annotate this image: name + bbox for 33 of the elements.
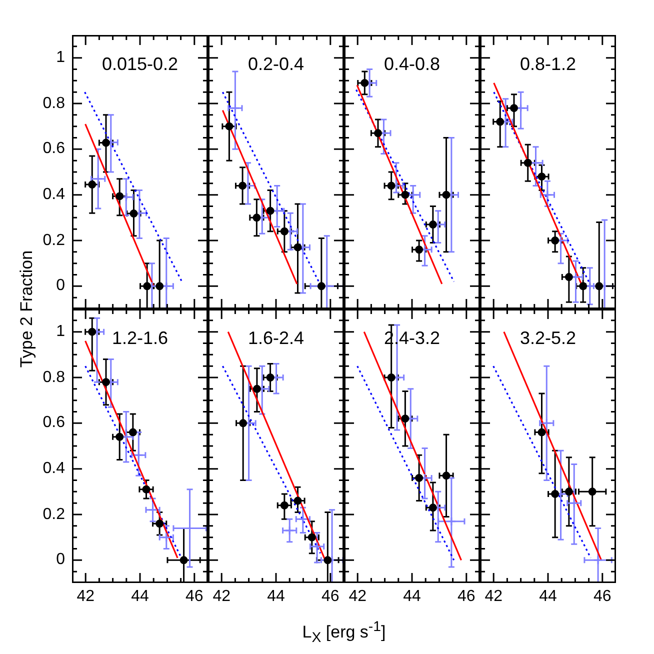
x-tick-label: 44 <box>131 588 149 606</box>
x-tick-label: 42 <box>212 588 230 606</box>
y-tick-label: 1 <box>56 48 65 67</box>
text: 1.6-2.4 <box>248 328 304 348</box>
text: 1.2-1.6 <box>112 328 168 348</box>
x-tick-label: 44 <box>267 588 285 606</box>
x-tick-label: 42 <box>76 588 94 606</box>
y-tick-label: 0.8 <box>42 94 65 112</box>
y-tick-label: 0 <box>56 277 65 296</box>
x-tick-label: 46 <box>185 588 204 606</box>
text: 3.2-5.2 <box>520 328 576 348</box>
y-tick-label: 0.8 <box>42 368 65 386</box>
y-tick-label: 0 <box>56 551 65 570</box>
x-axis-title: L$_{X}$ [erg s$^{-1}$] <box>302 619 386 646</box>
x-tick-label: 46 <box>593 588 612 606</box>
x-tick-label: 46 <box>321 588 340 606</box>
x-tick-label: 42 <box>484 588 502 606</box>
y-tick-label: 0.6 <box>42 140 65 158</box>
x-tick-label: 44 <box>539 588 557 606</box>
x-tick-label: 46 <box>457 588 476 606</box>
y-tick-label: 0.6 <box>42 414 65 432</box>
y-tick-label: 0.2 <box>42 506 65 524</box>
y-tick-label: 0.4 <box>42 186 65 204</box>
text: 0.8-1.2 <box>520 54 576 74</box>
y-tick-label: 0.4 <box>42 460 65 478</box>
y-tick-label: 1 <box>56 322 65 341</box>
text: 0.2-0.4 <box>248 54 304 74</box>
y-axis-title: Type 2 Fraction <box>17 250 37 368</box>
x-tick-label: 42 <box>348 588 366 606</box>
text: 0.015-0.2 <box>102 54 178 74</box>
x-tick-label: 44 <box>403 588 421 606</box>
y-tick-label: 0.2 <box>42 232 65 250</box>
text: 0.4-0.8 <box>384 54 440 74</box>
